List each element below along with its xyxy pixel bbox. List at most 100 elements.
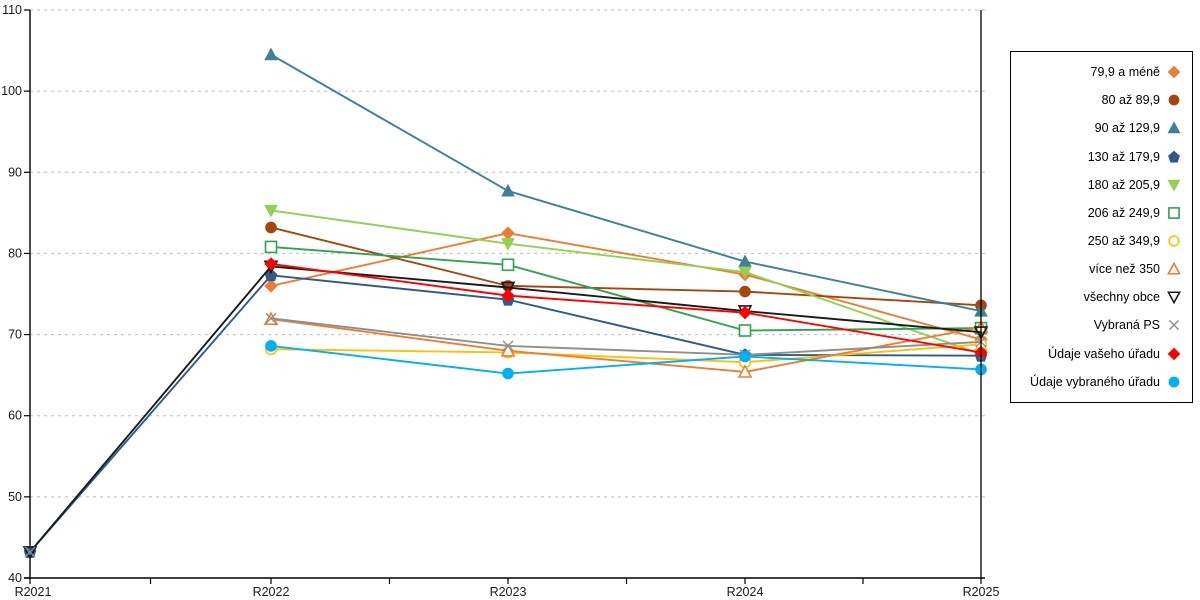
legend-item-5: 180 až 205,9	[1015, 173, 1182, 197]
chart-legend: 79,9 a méně 80 až 89,9 90 až 129,9 130 až 1…	[1010, 51, 1193, 403]
series-11	[264, 257, 988, 360]
square-marker-icon	[1168, 206, 1180, 219]
series-line	[507, 189, 746, 263]
diamond-legend-icon	[1167, 65, 1181, 79]
triangle-up-marker-icon	[1167, 261, 1181, 275]
diamond-legend-icon	[1167, 347, 1181, 360]
triangle-up-marker-icon	[500, 343, 516, 357]
square-marker-icon	[264, 240, 278, 254]
series-line	[270, 274, 509, 301]
legend-item-2: 80 až 89,9	[1015, 88, 1182, 112]
x-cross-marker-icon	[24, 546, 36, 558]
y-tick-label: 90	[8, 165, 22, 179]
series-line	[744, 340, 982, 356]
triangle-down-marker-icon	[501, 238, 515, 251]
triangle-down-marker-icon	[264, 204, 278, 218]
series-line	[507, 298, 746, 356]
series-line	[744, 311, 982, 354]
legend-label: 206 až 249,9	[1087, 205, 1160, 220]
legend-label: 130 až 179,9	[1087, 149, 1160, 164]
circle-marker-icon	[739, 350, 751, 363]
pentagon-marker-icon	[1168, 150, 1180, 163]
series-line	[270, 209, 509, 245]
circle-marker-icon	[1168, 376, 1180, 388]
series-line	[744, 353, 982, 357]
x-tick-label: R2023	[490, 585, 527, 599]
series-line	[29, 265, 272, 553]
circle-marker-icon	[739, 285, 751, 298]
legend-label: 79,9 a méně	[1090, 65, 1161, 80]
legend-item-3: 90 až 129,9	[1015, 116, 1182, 140]
diamond-marker-icon	[1167, 347, 1181, 360]
legend-item-12: Údaje vybraného úřadu	[1015, 370, 1182, 394]
y-tick-label: 100	[1, 84, 22, 98]
series-line	[507, 286, 746, 312]
legend-label: Údaje vašeho úřadu	[1048, 346, 1160, 361]
triangle-down-marker-icon	[1167, 179, 1181, 192]
diamond-marker-icon	[1167, 65, 1181, 79]
legend-label: 180 až 205,9	[1087, 177, 1160, 192]
y-tick-label: 40	[8, 571, 22, 585]
series-line	[29, 274, 272, 553]
triangle-down-marker-icon	[22, 546, 38, 560]
y-tick-label: 70	[8, 328, 22, 342]
series-line	[507, 355, 746, 375]
series-5	[264, 204, 988, 362]
series-line	[270, 344, 509, 375]
triangle-up-legend-icon	[1167, 121, 1181, 134]
y-tick-label: 60	[8, 409, 22, 423]
legend-item-7: 250 až 349,9	[1015, 229, 1182, 253]
diamond-marker-icon	[501, 288, 515, 303]
legend-item-6: 206 až 249,9	[1015, 201, 1182, 225]
triangle-up-marker-icon	[737, 364, 753, 378]
x-cross-legend-icon	[1168, 320, 1180, 331]
circle-marker-icon	[1168, 94, 1180, 106]
square-legend-icon	[1168, 206, 1180, 219]
legend-item-9: všechny obce	[1015, 285, 1182, 309]
circle-marker-icon	[265, 340, 277, 352]
x-cross-marker-icon	[1168, 320, 1180, 331]
x-cross-marker-icon	[265, 312, 277, 324]
x-tick-label: R2022	[253, 585, 290, 599]
diamond-marker-icon	[264, 257, 278, 271]
square-marker-icon	[738, 324, 752, 337]
series-line	[744, 271, 982, 355]
series-line	[744, 310, 982, 334]
diamond-marker-icon	[738, 305, 752, 320]
y-tick-label: 50	[8, 490, 22, 504]
series-line	[507, 344, 746, 356]
circle-legend-icon	[1168, 94, 1180, 106]
triangle-down-marker-icon	[1167, 291, 1181, 305]
x-tick-label: R2024	[727, 585, 764, 599]
series-line	[270, 317, 509, 347]
series-line	[507, 263, 746, 332]
series-3	[264, 47, 988, 317]
triangle-up-marker-icon	[264, 47, 278, 61]
legend-label: 90 až 129,9	[1094, 121, 1160, 136]
diamond-marker-icon	[264, 279, 278, 293]
square-marker-icon	[501, 258, 515, 272]
series-4	[23, 268, 988, 558]
legend-label: 80 až 89,9	[1101, 93, 1160, 108]
series-line	[270, 53, 509, 192]
series-line	[744, 260, 982, 312]
x-cross-marker-icon	[502, 340, 514, 352]
pentagon-legend-icon	[1168, 150, 1180, 163]
legend-label: Údaje vybraného úřadu	[1030, 374, 1160, 389]
x-tick-label: R2021	[15, 585, 52, 599]
series-line	[507, 242, 746, 274]
series-line	[270, 232, 509, 287]
triangle-up-marker-icon	[501, 183, 515, 197]
legend-label: Vybraná PS	[1093, 318, 1160, 333]
circle-marker-icon	[1168, 235, 1180, 247]
x-tick-label: R2025	[963, 585, 1000, 599]
legend-item-1: 79,9 a méně	[1015, 60, 1182, 84]
circle-marker-icon	[502, 367, 514, 380]
legend-label: více než 350	[1089, 262, 1160, 277]
triangle-down-legend-icon	[1167, 179, 1181, 192]
legend-item-11: Údaje vašeho úřadu	[1015, 342, 1182, 366]
triangle-down-legend-icon	[1167, 291, 1181, 305]
legend-item-8: více než 350	[1015, 257, 1182, 281]
